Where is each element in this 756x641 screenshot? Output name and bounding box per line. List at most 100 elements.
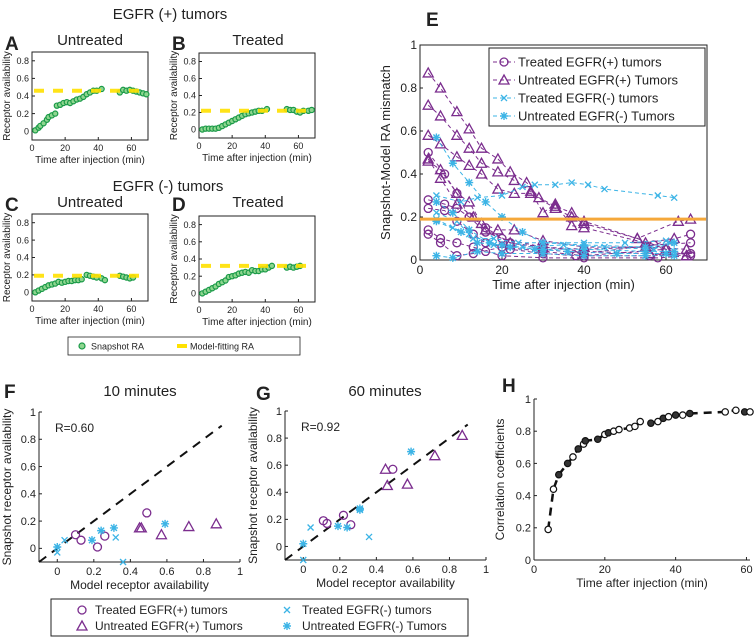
data-point [551, 181, 559, 189]
data-point [508, 223, 521, 235]
data-point [491, 165, 505, 177]
data-point [601, 185, 608, 193]
data-point [379, 462, 392, 474]
series-line [436, 201, 675, 252]
y-tick-label: 0 [276, 541, 282, 553]
panel-title: Treated [232, 194, 283, 211]
data-point [664, 412, 673, 421]
data-point [680, 242, 693, 254]
legend-untreated-pos-label: Untreated EGFR(+) Tumors [95, 619, 243, 633]
data-point [448, 253, 457, 262]
x-tick-label: 0.4 [123, 566, 138, 578]
legend-label: Treated EGFR(+) tumors [518, 55, 662, 70]
data-point [662, 237, 670, 245]
data-point [577, 214, 591, 226]
data-point [210, 517, 223, 529]
x-axis-label: Model receptor availability [70, 578, 209, 592]
data-point [407, 447, 416, 456]
x-tick-label: 0.8 [196, 566, 211, 578]
y-tick-label: 1 [30, 407, 36, 419]
x-axis-label: Time after injection (min) [202, 153, 312, 164]
y-tick-label: 0 [30, 543, 36, 555]
data-point [686, 409, 694, 418]
y-tick-label: 0 [24, 287, 29, 297]
data-point [475, 217, 488, 229]
x-tick-label: 40 [93, 304, 103, 314]
data-point [463, 159, 476, 171]
x-tick-label: 40 [577, 263, 591, 277]
y-axis-label: Receptor availability [169, 51, 180, 141]
y-tick-label: 1 [276, 406, 282, 418]
panel-title: 60 minutes [348, 383, 421, 400]
x-tick-label: 60 [293, 141, 303, 151]
x-tick-label: 0 [196, 141, 201, 151]
data-point [465, 225, 474, 234]
data-point [498, 213, 506, 221]
triangle-marker-icon [497, 73, 511, 85]
data-point [479, 223, 492, 235]
data-point [518, 228, 527, 237]
data-point [544, 525, 552, 534]
y-tick-label: 1 [525, 394, 531, 406]
x-tick-label: 40 [670, 564, 682, 576]
y-tick-label: 0.4 [183, 254, 196, 264]
data-point [473, 247, 482, 256]
panel-c: C Untreated 0 20 40 60 0 0.2 0.4 0.6 0.8 Time after… [2, 194, 149, 327]
data-point [432, 209, 440, 217]
y-tick-label: 0.2 [21, 516, 36, 528]
data-point [434, 109, 447, 121]
data-point [432, 197, 441, 206]
legend-model-label: Model-fitting RA [190, 342, 254, 352]
series-line [427, 152, 691, 250]
y-tick-label: 0.2 [16, 270, 29, 280]
data-point [580, 251, 588, 260]
data-point [422, 98, 435, 110]
data-point [100, 531, 110, 541]
data-point [448, 159, 457, 168]
data-point [473, 194, 481, 202]
x-tick-label: 0 [531, 564, 537, 576]
x-tick-label: 0 [29, 143, 34, 153]
x-axis-label: Time after injection (min) [35, 155, 145, 166]
data-point [574, 445, 583, 453]
data-point [641, 243, 650, 252]
legend-e: Treated EGFR(+) tumors Untreated EGFR(+) … [488, 47, 706, 127]
data-point [581, 437, 590, 445]
data-point [662, 249, 670, 258]
data-point [584, 181, 592, 189]
data-point [678, 411, 687, 419]
panel-h: H 0 20 40 60 0 0.2 0.4 0.6 0.8 1 Time after injecti… [493, 376, 754, 590]
snapshot-point [101, 276, 109, 284]
data-point [563, 247, 572, 256]
panel-letter: E [426, 10, 439, 31]
y-axis-label: Receptor availability [2, 51, 13, 141]
series-line [428, 199, 691, 255]
y-tick-label: 0.8 [516, 426, 531, 438]
panel-title: Untreated [57, 194, 123, 211]
data-point [450, 150, 464, 162]
data-point [434, 171, 447, 183]
data-point [468, 242, 478, 252]
correlation-annotation: R=0.92 [301, 420, 340, 434]
data-point [615, 425, 623, 434]
panel-title: Treated [232, 32, 283, 49]
data-point [423, 225, 433, 235]
data-point [721, 408, 730, 416]
data-point [422, 154, 435, 166]
data-point [355, 504, 364, 513]
x-tick-label: 40 [93, 143, 103, 153]
y-tick-label: 0.8 [183, 57, 196, 67]
x-tick-label: 0 [196, 305, 201, 315]
data-point [365, 533, 373, 541]
data-point [536, 206, 550, 218]
data-point [322, 518, 332, 529]
x-tick-label: 60 [740, 564, 752, 576]
data-point [432, 192, 440, 199]
y-tick-label: 0 [525, 555, 531, 567]
data-point [467, 210, 480, 222]
data-point [636, 417, 645, 426]
panel-letter: F [4, 382, 16, 403]
data-point [481, 197, 490, 206]
legend-ad: Snapshot RA Model-fitting RA [67, 336, 301, 356]
x-axis-label: Time after injection (min) [202, 317, 312, 328]
